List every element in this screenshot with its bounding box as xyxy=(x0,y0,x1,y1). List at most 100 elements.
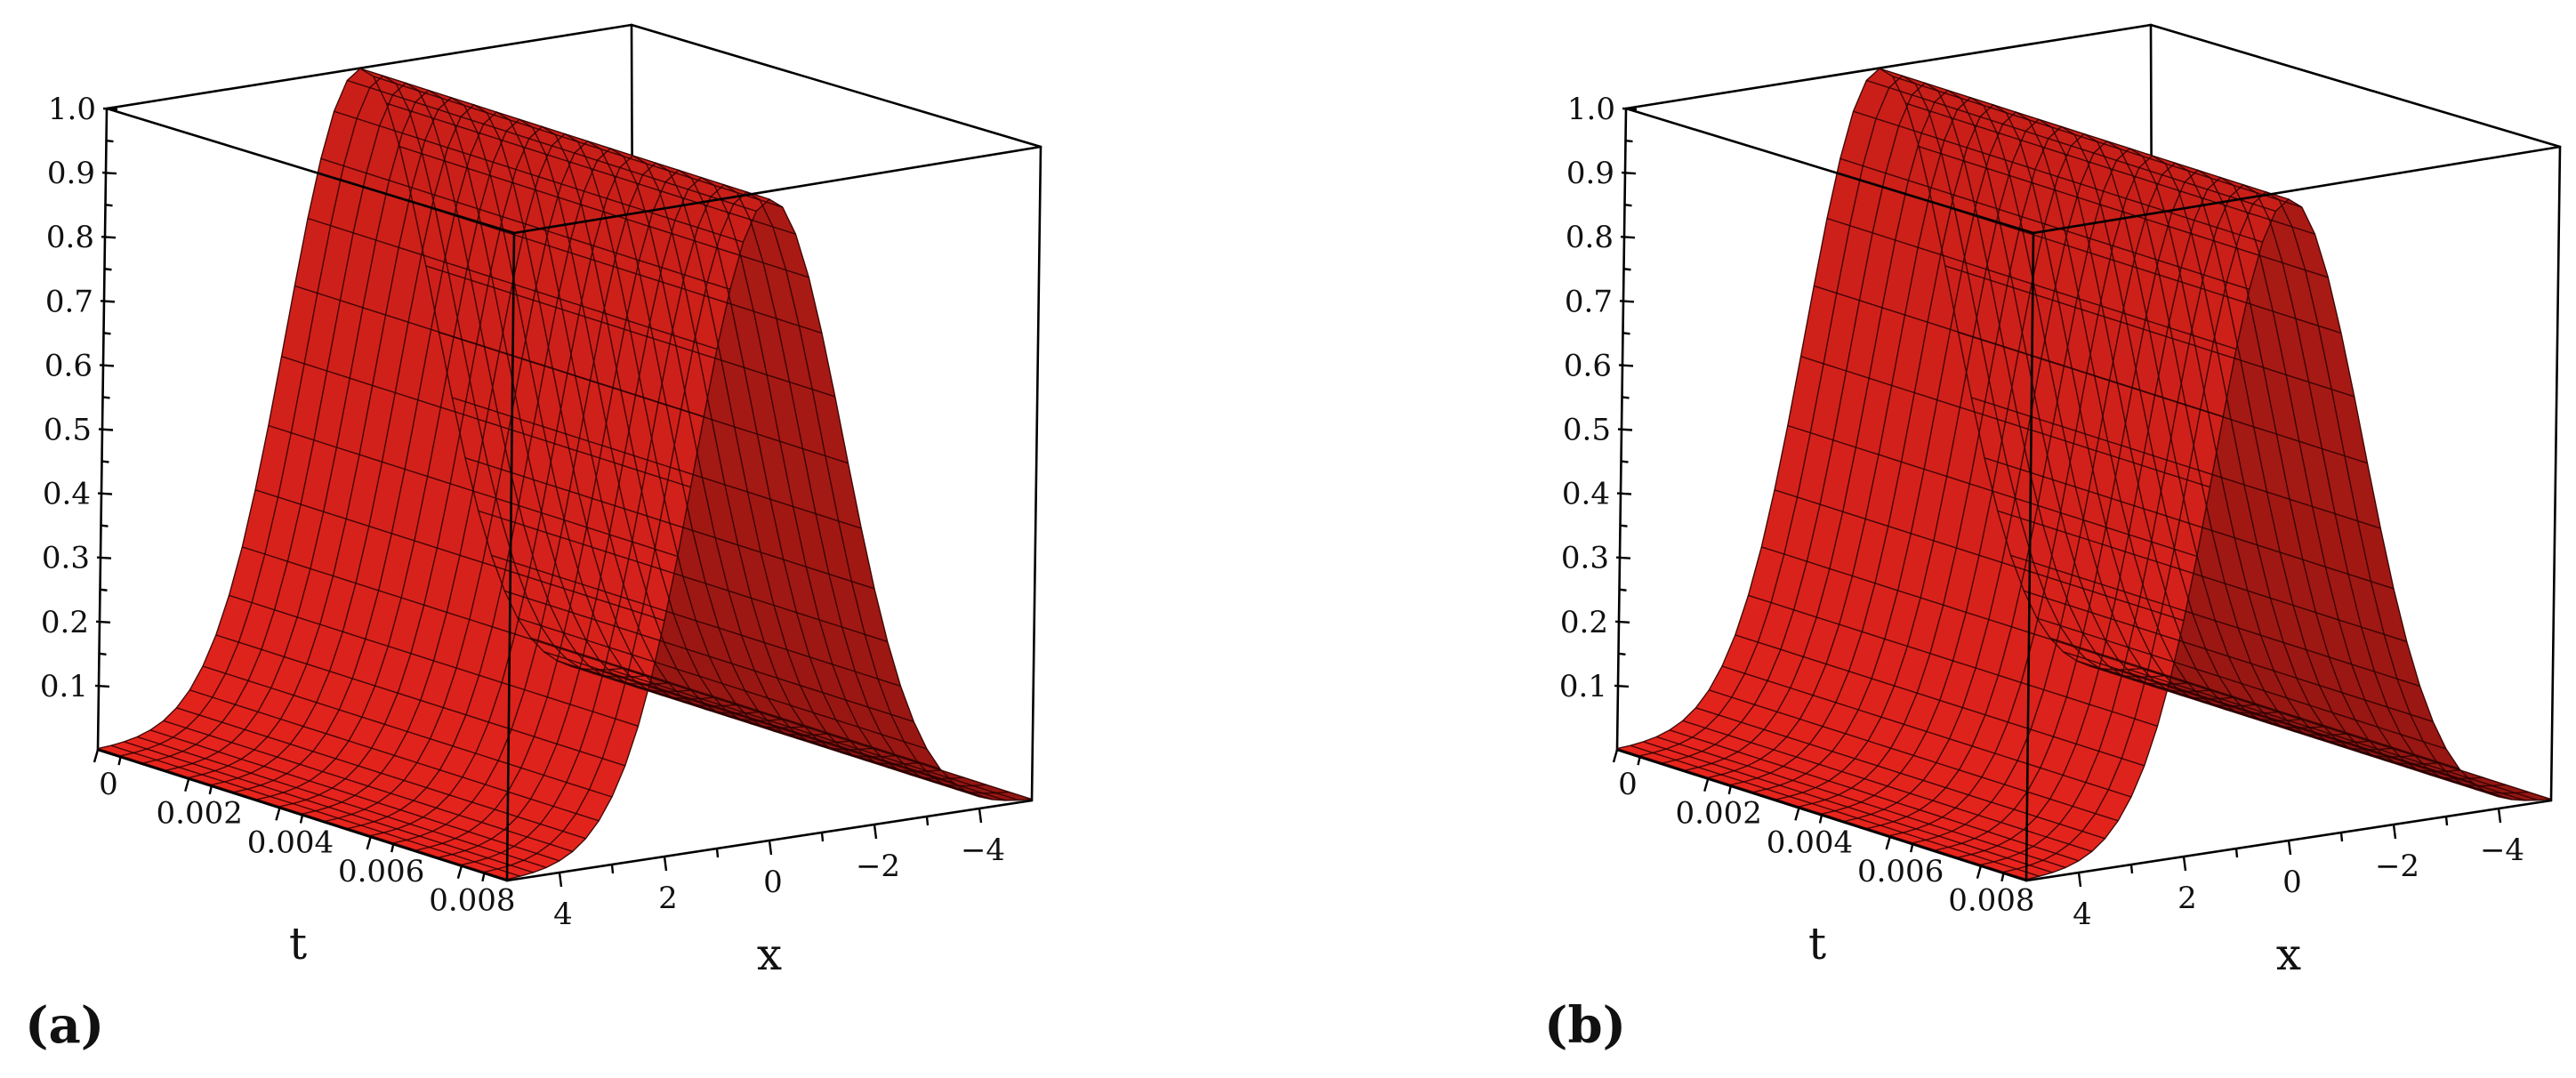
t-minor-tick xyxy=(2000,873,2005,882)
t-tick-mark xyxy=(1885,836,1891,850)
mesh-line xyxy=(359,68,770,200)
x-tick-mark xyxy=(873,824,878,840)
z-minor-tick xyxy=(100,588,108,591)
mesh-line xyxy=(1761,546,2171,679)
mesh-line xyxy=(320,157,731,290)
box-edge xyxy=(2032,145,2562,235)
x-tick-mark xyxy=(978,808,983,824)
mesh-line xyxy=(452,397,862,529)
mesh-line xyxy=(281,356,691,488)
z-tick-label: 0.5 xyxy=(1563,413,1611,448)
box-edge xyxy=(2025,231,2035,882)
mesh-line xyxy=(1944,265,2355,398)
z-tick-label: 0.5 xyxy=(44,413,92,448)
t-minor-tick xyxy=(390,843,395,853)
mesh-line xyxy=(1839,157,2250,290)
mesh-line xyxy=(1721,665,2132,798)
x-tick-label: 4 xyxy=(553,897,573,932)
mesh-line xyxy=(2024,590,2434,723)
mesh-line xyxy=(1958,332,2368,464)
mesh-line xyxy=(504,590,914,723)
mesh-line xyxy=(1787,424,2198,558)
x-tick-label: −2 xyxy=(856,849,900,884)
x-minor-tick xyxy=(925,816,930,826)
x-minor-tick xyxy=(820,832,825,842)
mesh-line xyxy=(1774,489,2185,622)
t-minor-tick xyxy=(1910,843,1914,853)
surface xyxy=(1615,68,2552,881)
mesh-line xyxy=(1630,744,2041,877)
mesh-line xyxy=(268,424,679,558)
mesh-line xyxy=(2141,667,2552,800)
z-tick-label: 0.9 xyxy=(47,156,95,191)
mesh-line xyxy=(543,651,954,784)
x-tick-label: −4 xyxy=(2480,833,2524,868)
t-minor-tick xyxy=(1727,785,1732,795)
z-tick-label: 0.7 xyxy=(1565,284,1613,319)
t-tick-label: 0 xyxy=(1618,767,1638,802)
mesh-line xyxy=(1682,720,2093,852)
z-tick-label: 0.7 xyxy=(45,284,93,319)
box-edge xyxy=(1624,107,2035,235)
z-tick-label: 0.1 xyxy=(40,669,88,704)
x-tick-mark xyxy=(2497,808,2502,824)
z-minor-tick xyxy=(99,652,107,656)
t-tick-mark xyxy=(1794,808,1800,821)
t-tick-mark xyxy=(1703,778,1710,792)
mesh-line xyxy=(1919,146,2329,278)
box-edge xyxy=(1030,145,1042,802)
mesh-line xyxy=(1735,634,2145,767)
t-minor-tick xyxy=(299,815,304,824)
mesh-line xyxy=(347,79,757,213)
z-minor-tick xyxy=(101,524,109,527)
mesh-line xyxy=(124,741,534,873)
z-minor-tick xyxy=(1623,268,1631,271)
mesh-line xyxy=(254,489,665,622)
x-tick-label: −2 xyxy=(2375,849,2419,884)
mesh-line xyxy=(1984,457,2395,590)
z-tick-label: 0.3 xyxy=(42,541,90,576)
z-minor-tick xyxy=(1622,396,1630,399)
mesh-line xyxy=(2010,554,2420,688)
panel-label: (a) xyxy=(25,996,104,1055)
z-minor-tick xyxy=(103,332,111,335)
t-tick-label: 0.004 xyxy=(1767,825,1853,860)
mesh-line xyxy=(242,546,652,679)
mesh-line xyxy=(1695,707,2105,840)
x-tick-mark xyxy=(768,840,773,856)
mesh-line xyxy=(1616,747,2027,881)
t-tick-mark xyxy=(1612,749,1619,763)
z-tick-label: 0.4 xyxy=(43,477,91,512)
t-tick-mark xyxy=(1976,865,1983,879)
mesh-line xyxy=(137,736,547,869)
z-minor-tick xyxy=(101,460,109,463)
mesh-line xyxy=(2129,669,2539,801)
x-minor-tick xyxy=(2339,832,2344,842)
mesh-line xyxy=(202,665,613,798)
mesh-line xyxy=(2089,665,2500,798)
mesh-line xyxy=(1905,102,2315,235)
mesh-line xyxy=(530,637,941,769)
mesh-line xyxy=(1866,79,2276,213)
z-tick-label: 0.1 xyxy=(1559,669,1607,704)
x-axis-label: x xyxy=(2276,929,2301,980)
x-tick-mark xyxy=(2077,872,2082,888)
t-tick-label: 0.004 xyxy=(247,825,334,860)
z-tick-label: 0.9 xyxy=(1566,156,1614,191)
mesh-line xyxy=(373,76,784,208)
t-tick-mark xyxy=(366,836,372,850)
t-tick-label: 0.002 xyxy=(1676,796,1762,832)
x-minor-tick xyxy=(715,848,720,858)
z-tick-label: 0.2 xyxy=(1560,605,1608,640)
box-edge xyxy=(630,23,1042,149)
t-tick-label: 0.008 xyxy=(1948,883,2034,919)
mesh-line xyxy=(1656,736,2066,869)
x-tick-label: −4 xyxy=(961,833,1005,868)
mesh-line xyxy=(2102,668,2513,800)
x-axis-label: x xyxy=(757,929,782,980)
z-tick-label: 0.6 xyxy=(44,348,93,383)
box-edge xyxy=(105,107,516,235)
mesh-line xyxy=(1709,689,2119,822)
